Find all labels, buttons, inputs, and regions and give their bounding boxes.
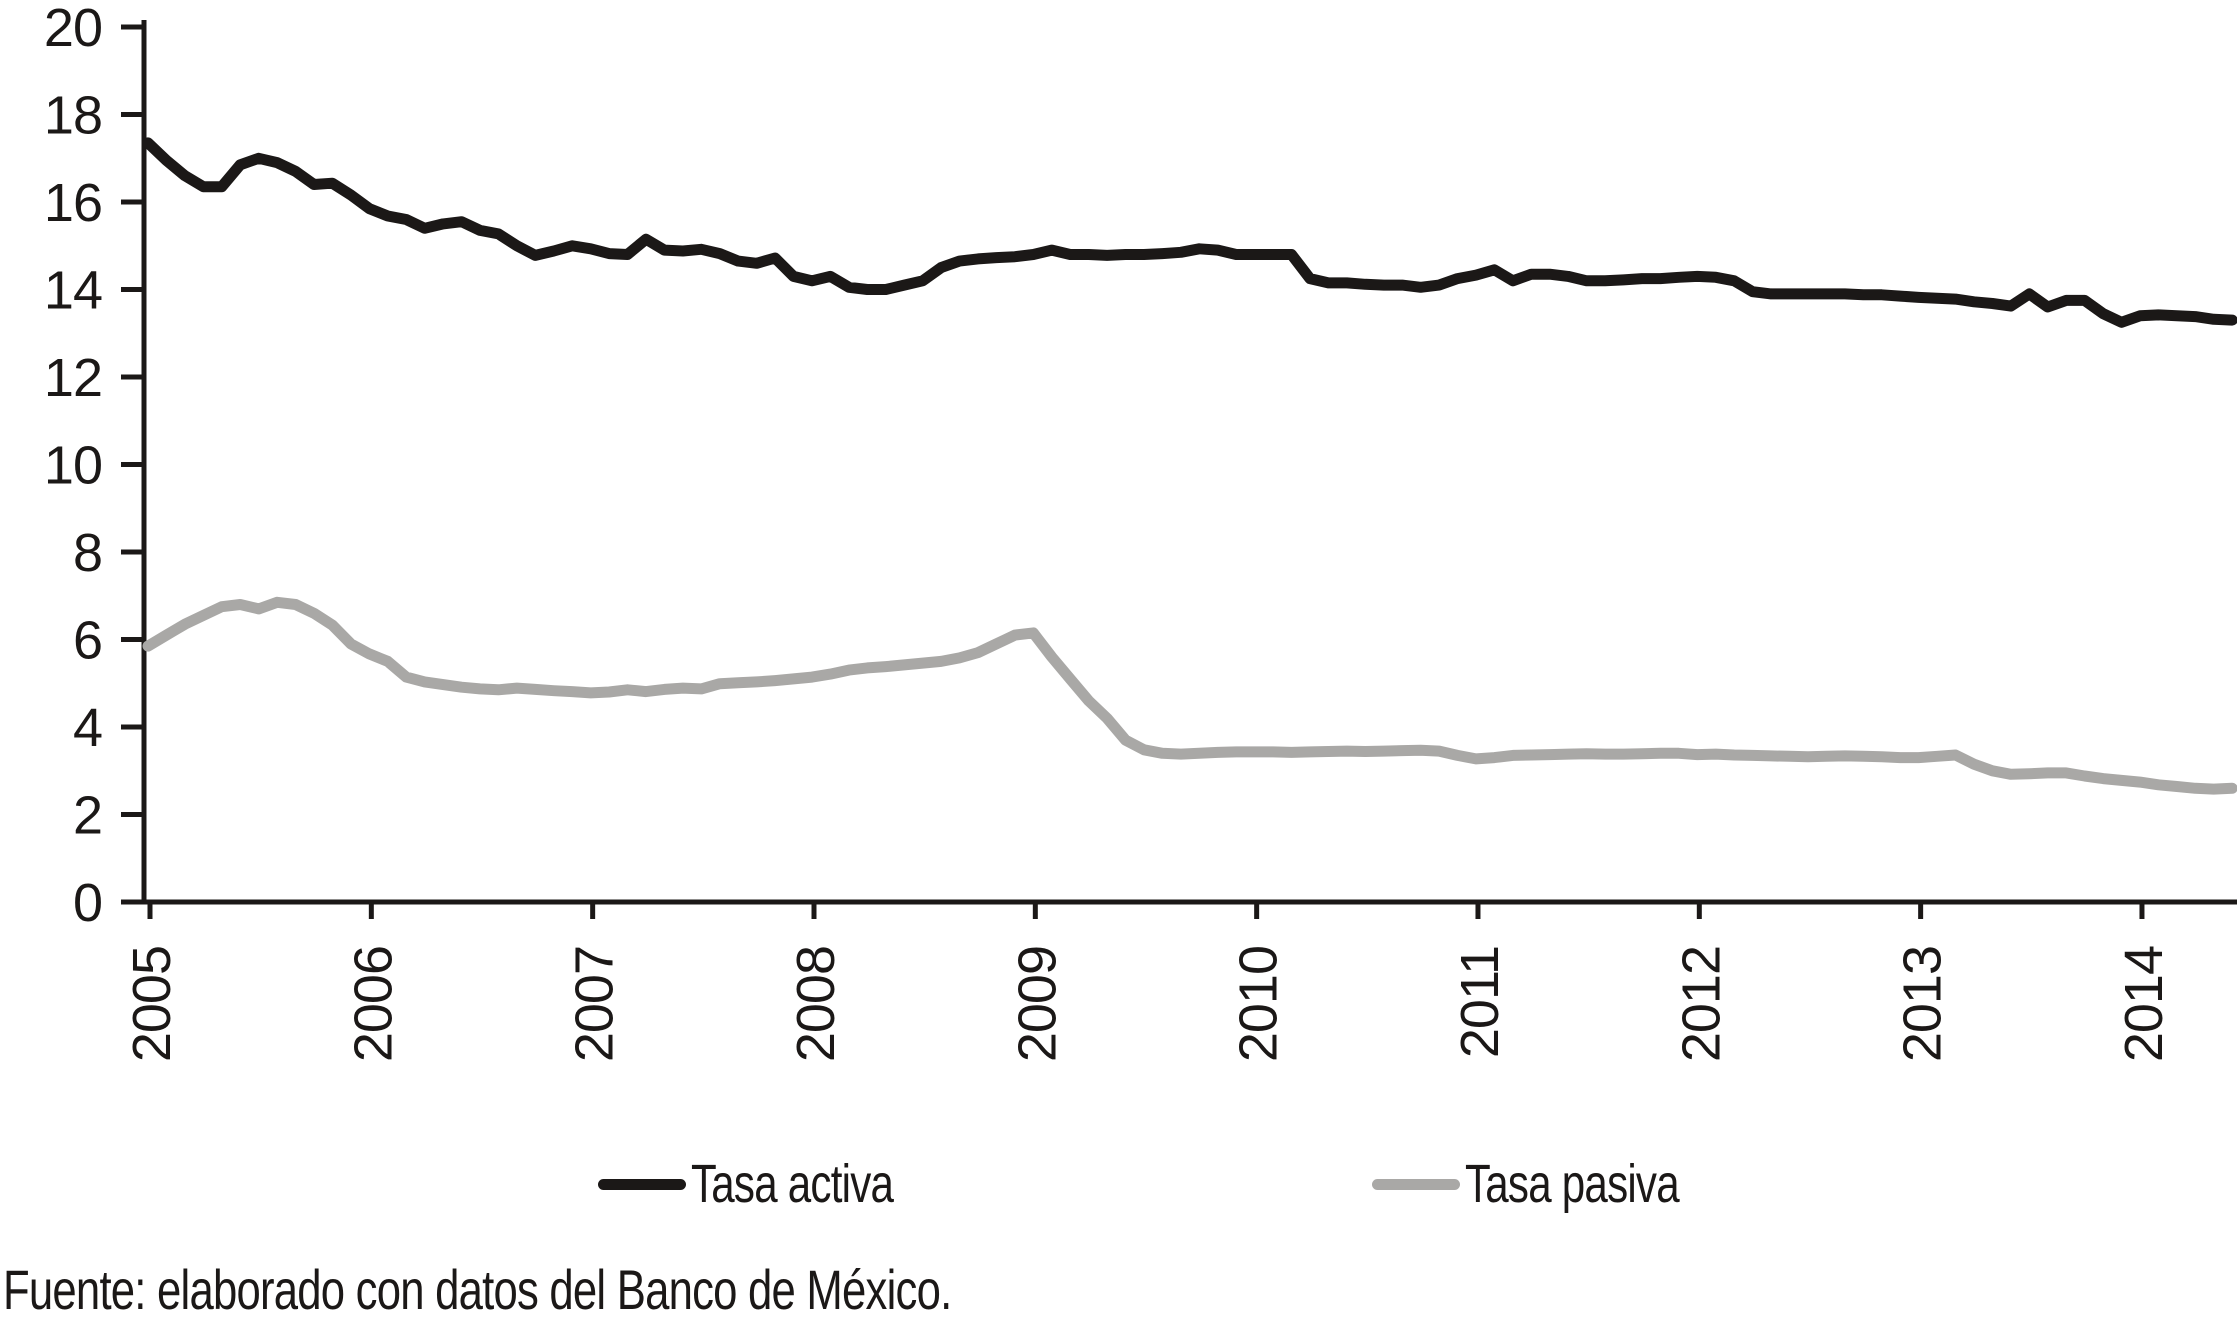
legend-label-tasa-activa: Tasa activa (691, 1154, 894, 1214)
y-tick-label: 6 (73, 611, 102, 671)
y-tick-label: 14 (44, 261, 102, 321)
y-tick-label: 20 (44, 0, 102, 58)
tasa-pasiva-line-swatch (1372, 1178, 1460, 1190)
y-tick-label: 0 (73, 873, 102, 933)
x-tick-label: 2005 (122, 946, 182, 1062)
legend-item-tasa-activa: Tasa activa (598, 1152, 950, 1216)
x-tick-label: 2006 (343, 946, 403, 1062)
y-tick-label: 10 (44, 436, 102, 496)
series-line-tasa-activa (142, 137, 2237, 328)
x-tick-label: 2012 (1671, 946, 1731, 1062)
y-tick-label: 2 (73, 786, 102, 846)
legend-label-tasa-pasiva: Tasa pasiva (1465, 1154, 1680, 1214)
series-line-tasa-pasiva (142, 596, 2237, 795)
legend-item-tasa-pasiva: Tasa pasiva (1372, 1152, 1739, 1216)
source-note: Fuente: elaborado con datos del Banco de… (3, 1258, 952, 1320)
x-tick-label: 2011 (1450, 946, 1510, 1058)
y-tick-label: 4 (73, 698, 102, 758)
x-tick-label: 2010 (1229, 946, 1289, 1062)
x-tick-label: 2013 (1893, 946, 1953, 1062)
x-tick-label: 2009 (1007, 946, 1067, 1062)
line-chart-canvas: 0 2 4 6 8 10 12 14 16 18 20 2005 2006 2007 2008 2009 201… (44, 0, 2237, 1062)
y-tick-label: 16 (44, 173, 102, 233)
tasa-activa-line-swatch (598, 1178, 686, 1190)
y-tick-label: 18 (44, 86, 102, 146)
y-tick-label: 12 (44, 348, 102, 408)
x-tick-label: 2008 (786, 946, 846, 1062)
x-tick-label: 2007 (565, 946, 625, 1062)
y-tick-label: 8 (73, 523, 102, 583)
x-tick-label: 2014 (2114, 946, 2174, 1062)
